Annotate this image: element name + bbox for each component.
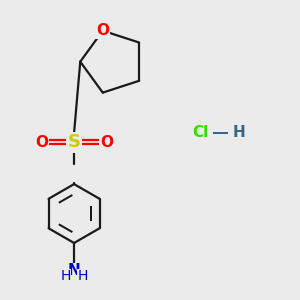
Text: N: N xyxy=(68,263,80,278)
Text: O: O xyxy=(96,23,109,38)
Text: H: H xyxy=(78,269,88,284)
Text: O: O xyxy=(100,135,113,150)
Text: O: O xyxy=(35,135,48,150)
Text: H: H xyxy=(232,125,245,140)
Text: S: S xyxy=(68,133,81,151)
Text: H: H xyxy=(60,269,70,284)
Text: Cl: Cl xyxy=(193,125,209,140)
